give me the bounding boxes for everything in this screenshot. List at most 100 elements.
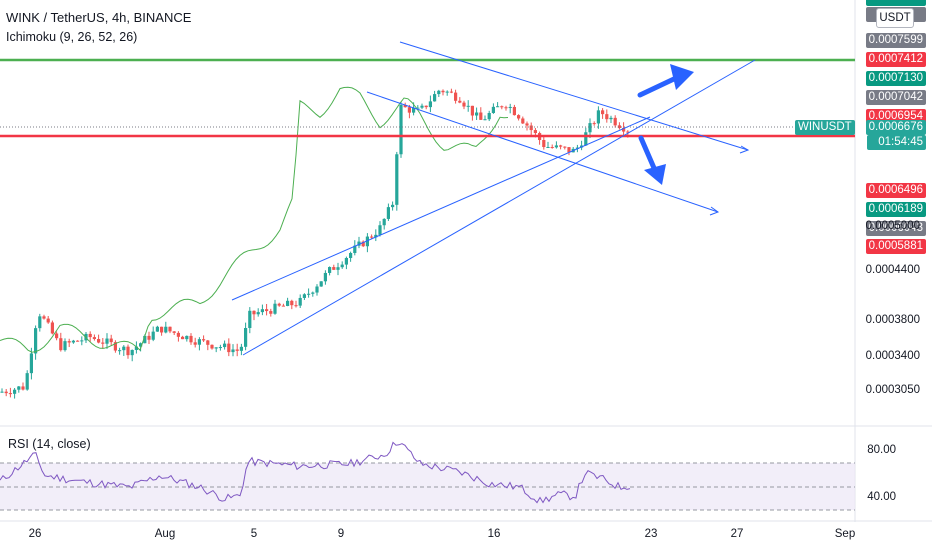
candle-body [252,310,256,315]
candle-body [626,131,630,133]
candle-body [80,340,84,342]
candle-body [122,346,126,351]
candle-body [529,125,533,131]
ichimoku-lagging-span [0,86,509,353]
candle-body [382,218,386,226]
candle-body [449,91,453,93]
candle-body [378,225,382,235]
candle-body [189,335,193,343]
up-arrow-head [670,64,694,90]
candle-body [71,340,75,343]
candle-body [160,326,164,333]
candle-body [542,140,546,148]
price-tag: 0.0007042 [865,90,926,105]
price-axis-label: 0.0003800 [865,314,920,326]
candle-body [500,106,504,108]
time-axis-label: 27 [730,528,744,540]
candle-body [554,145,558,148]
candle-body [139,343,143,347]
candle-body [470,105,474,116]
candle-body [424,105,428,108]
candle-body [151,331,155,340]
price-tag: 0.0007130 [865,71,926,86]
candle-body [76,340,80,342]
candle-body [622,128,626,132]
symbol-title[interactable]: WINK / TetherUS, 4h, BINANCE [6,10,192,25]
time-axis-label: Sep [834,528,856,540]
candle-body [521,118,525,124]
time-axis-label: Aug [154,528,176,540]
candle-body [244,327,248,347]
candle-body [496,106,500,108]
candle-body [248,310,252,328]
candle-body [420,105,424,108]
candle-body [454,92,458,101]
candle-body [416,107,420,109]
time-axis-label: 5 [250,528,258,540]
candle-body [466,105,470,107]
current-price-tag: 0.0006676 [865,120,926,135]
down-arrow-head [644,164,666,185]
candle-body [59,338,63,351]
price-axis-label: 0.0003400 [865,350,920,362]
price-tag-clipped [866,0,926,6]
candle-body [487,113,491,120]
candle-body [365,236,369,247]
time-axis-label: 26 [28,528,42,540]
candle-body [575,147,579,149]
candle-body [374,234,378,238]
candle-body [559,145,563,147]
candle-body [370,236,374,238]
currency-button[interactable]: USDT [876,8,914,28]
candle-body [55,333,59,339]
price-tag: 0.0007412 [865,52,926,67]
indicator-label[interactable]: Ichimoku (9, 26, 52, 26) [6,30,138,44]
candle-body [176,332,180,337]
candle-body [143,335,147,344]
candle-body [546,146,550,148]
candle-body [357,241,361,246]
candle-body [437,90,441,95]
candle-body [17,386,21,390]
candle-body [491,106,495,114]
candle-body [617,125,621,129]
candle-body [214,347,218,349]
price-tag: 0.0006496 [865,183,926,198]
candle-body [302,294,306,298]
candle-body [361,241,365,247]
candle-body [307,293,311,295]
candle-body [462,102,466,107]
rsi-label[interactable]: RSI (14, close) [8,437,91,451]
candle-body [596,110,600,124]
candle-body [97,339,101,343]
candle-body [210,344,214,349]
candle-body [563,146,567,148]
candle-body [8,393,12,395]
candle-body [109,338,113,343]
candle-body [550,146,554,148]
candle-body [332,267,336,270]
candle-body [290,300,294,306]
candle-body [441,90,445,93]
candle-body [391,204,395,208]
candle-body [147,335,151,340]
candle-body [92,337,96,340]
price-axis-label: 0.0003050 [865,384,920,396]
candle-body [403,104,407,108]
candle-body [227,343,231,353]
time-axis-label: 9 [337,528,345,540]
candle-body [105,338,109,344]
candle-body [168,326,172,332]
countdown-tag: 01:54:45 [867,135,926,150]
candle-body [118,350,122,352]
candle-body [605,114,609,120]
candle-body [134,346,138,350]
price-tag: 0.0005881 [865,239,926,254]
candle-body [223,343,227,348]
candle-body [323,272,327,282]
time-axis-label: 23 [644,528,658,540]
rsi-axis-label: 80.00 [867,444,896,456]
candle-body [0,391,4,393]
